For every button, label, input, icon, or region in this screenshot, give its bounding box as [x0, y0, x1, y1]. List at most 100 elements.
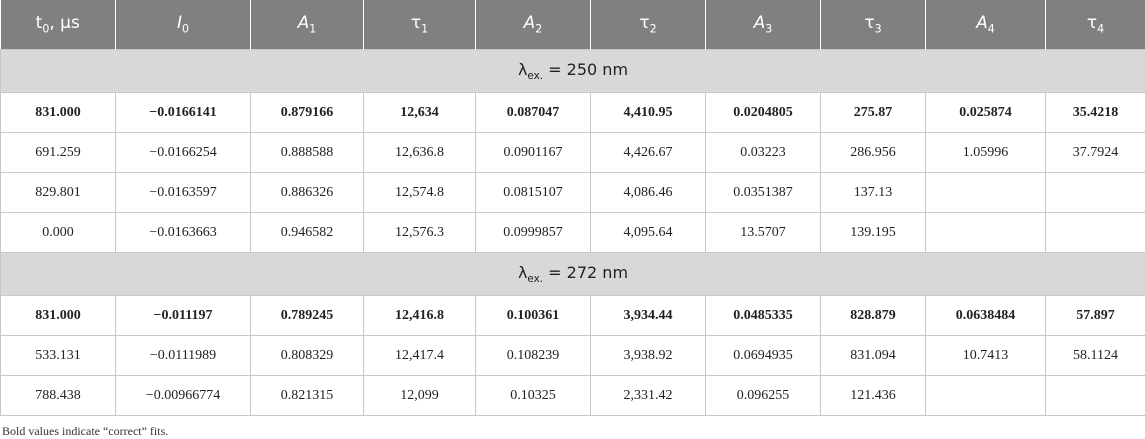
cell-text: 58.1124	[1073, 348, 1118, 363]
cell: 0.0351387	[706, 173, 821, 213]
cell-text: 10.7413	[963, 348, 1009, 363]
cell-text: 2,331.42	[624, 388, 673, 403]
cell: 121.436	[821, 376, 926, 416]
cell: −0.00966774	[116, 376, 251, 416]
cell	[1046, 173, 1145, 213]
cell-text: 0.10325	[510, 388, 556, 403]
cell-text: 0.888588	[281, 145, 334, 160]
cell: 139.195	[821, 213, 926, 253]
cell: 0.808329	[251, 336, 364, 376]
column-header: A4	[926, 0, 1046, 50]
symbol: A	[298, 13, 310, 33]
cell-text: 788.438	[35, 388, 81, 403]
cell: 286.956	[821, 133, 926, 173]
cell-text: 12,416.8	[395, 308, 444, 323]
cell: 12,417.4	[364, 336, 476, 376]
cell-text: 0.087047	[507, 105, 560, 120]
cell: 137.13	[821, 173, 926, 213]
cell: 4,426.67	[591, 133, 706, 173]
cell-text: 286.956	[850, 145, 896, 160]
cell-text: −0.0163597	[149, 185, 216, 200]
cell-text: 0.0485335	[733, 308, 793, 323]
cell-text: 0.0694935	[733, 348, 793, 363]
cell: 0.10325	[476, 376, 591, 416]
symbol: τ	[1087, 13, 1097, 33]
cell: 275.87	[821, 93, 926, 133]
cell-text: 0.025874	[959, 105, 1012, 120]
cell: 0.888588	[251, 133, 364, 173]
cell-text: −0.0111989	[150, 348, 216, 363]
section-row: λex. = 272 nm	[1, 253, 1145, 296]
cell-text: 828.879	[850, 308, 896, 323]
column-header: τ1	[364, 0, 476, 50]
cell: 0.0638484	[926, 296, 1046, 336]
cell: 37.7924	[1046, 133, 1145, 173]
cell-text: 0.879166	[281, 105, 334, 120]
subscript: 1	[421, 23, 428, 36]
cell	[1046, 213, 1145, 253]
cell-text: 3,938.92	[624, 348, 673, 363]
cell-text: 3,934.44	[624, 308, 673, 323]
cell: 35.4218	[1046, 93, 1145, 133]
cell: 57.897	[1046, 296, 1145, 336]
section-label: λex. = 250 nm	[1, 50, 1145, 93]
cell-text: 0.0351387	[733, 185, 793, 200]
subscript: 2	[650, 23, 657, 36]
cell-text: 4,095.64	[624, 225, 673, 240]
cell-text: 691.259	[35, 145, 81, 160]
symbol: A	[976, 13, 988, 33]
cell: 0.0694935	[706, 336, 821, 376]
cell: 0.0999857	[476, 213, 591, 253]
subscript: 2	[535, 23, 542, 36]
cell: 3,938.92	[591, 336, 706, 376]
column-header: I0	[116, 0, 251, 50]
symbol: A	[754, 13, 766, 33]
cell: 12,576.3	[364, 213, 476, 253]
cell: 831.000	[1, 296, 116, 336]
cell-text: 1.05996	[963, 145, 1009, 160]
cell-text: 137.13	[854, 185, 893, 200]
cell: −0.0163663	[116, 213, 251, 253]
cell: 12,636.8	[364, 133, 476, 173]
column-header: τ2	[591, 0, 706, 50]
cell-text: −0.00966774	[146, 388, 220, 403]
cell: 0.0204805	[706, 93, 821, 133]
cell-text: 12,417.4	[395, 348, 444, 363]
subscript: ex.	[527, 273, 543, 285]
cell: −0.0166254	[116, 133, 251, 173]
cell-text: −0.011197	[154, 308, 213, 323]
cell-text: 13.5707	[740, 225, 786, 240]
cell-text: 4,410.95	[624, 105, 673, 120]
cell: 831.000	[1, 93, 116, 133]
cell: 10.7413	[926, 336, 1046, 376]
cell: 1.05996	[926, 133, 1046, 173]
subscript: 4	[988, 23, 995, 36]
cell	[1046, 376, 1145, 416]
cell-text: 57.897	[1076, 308, 1115, 323]
cell: 0.03223	[706, 133, 821, 173]
cell-text: 0.0815107	[503, 185, 563, 200]
cell: 0.879166	[251, 93, 364, 133]
cell: 0.096255	[706, 376, 821, 416]
cell: 2,331.42	[591, 376, 706, 416]
cell: 0.0485335	[706, 296, 821, 336]
cell-text: 275.87	[854, 105, 893, 120]
suffix: = 272 nm	[543, 263, 628, 282]
cell-text: 0.0638484	[956, 308, 1016, 323]
cell-text: 0.821315	[281, 388, 334, 403]
symbol: τ	[411, 13, 421, 33]
cell: 831.094	[821, 336, 926, 376]
cell-text: 12,576.3	[395, 225, 444, 240]
cell: 12,574.8	[364, 173, 476, 213]
cell-text: 831.094	[850, 348, 896, 363]
cell: 12,416.8	[364, 296, 476, 336]
cell: 12,099	[364, 376, 476, 416]
cell-text: 12,574.8	[395, 185, 444, 200]
section-label: λex. = 272 nm	[1, 253, 1145, 296]
cell-text: 4,086.46	[624, 185, 673, 200]
